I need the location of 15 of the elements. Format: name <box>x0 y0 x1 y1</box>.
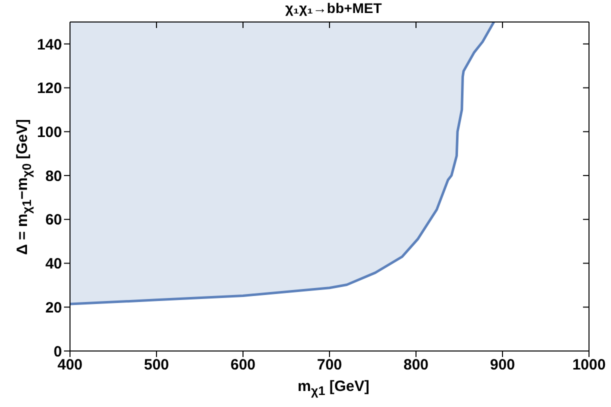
y-tick-label: 100 <box>36 124 62 141</box>
x-tick-label: 1000 <box>572 356 606 374</box>
x-tick-label: 600 <box>230 356 256 374</box>
y-tick-label: 80 <box>45 168 62 185</box>
x-tick-label: 900 <box>490 356 516 374</box>
x-tick-label: 800 <box>403 356 429 374</box>
chart-title: χ₁χ₁→bb+MET <box>284 0 383 16</box>
y-tick-label: 40 <box>45 256 62 273</box>
y-tick-label: 20 <box>45 299 62 316</box>
y-tick-label: 120 <box>36 80 62 98</box>
x-axis-title: m$_{χ1}$ [GeV] <box>296 378 370 398</box>
x-tick-label: 700 <box>316 356 342 374</box>
y-tick-label: 60 <box>45 212 62 229</box>
y-tick-label: 140 <box>36 36 62 54</box>
x-tick-label: 500 <box>144 356 170 374</box>
